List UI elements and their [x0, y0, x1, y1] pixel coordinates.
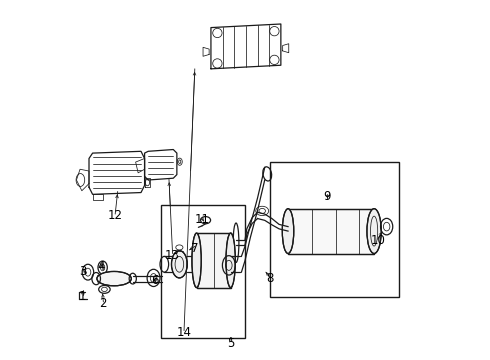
Text: 13: 13 [165, 249, 180, 262]
Bar [270, 162, 399, 297]
Text: 10: 10 [370, 234, 385, 247]
Bar [288, 209, 374, 253]
Bar [288, 209, 374, 253]
Text: 5: 5 [227, 337, 234, 350]
Bar [161, 205, 245, 338]
Ellipse shape [367, 209, 381, 253]
Text: 12: 12 [108, 210, 122, 222]
Bar [196, 233, 231, 288]
Text: 6: 6 [151, 274, 158, 287]
Text: 14: 14 [176, 326, 192, 339]
Text: 3: 3 [79, 265, 87, 278]
Text: 1: 1 [79, 290, 87, 303]
Ellipse shape [226, 233, 235, 288]
Text: 11: 11 [195, 213, 209, 226]
Ellipse shape [192, 233, 201, 288]
Text: 9: 9 [324, 190, 331, 203]
Text: 2: 2 [99, 297, 107, 310]
Text: 4: 4 [98, 260, 105, 273]
Bar [196, 233, 231, 288]
Text: 8: 8 [267, 272, 274, 285]
Ellipse shape [172, 251, 187, 278]
Ellipse shape [282, 209, 294, 253]
Text: 7: 7 [191, 242, 198, 255]
Ellipse shape [97, 271, 131, 286]
